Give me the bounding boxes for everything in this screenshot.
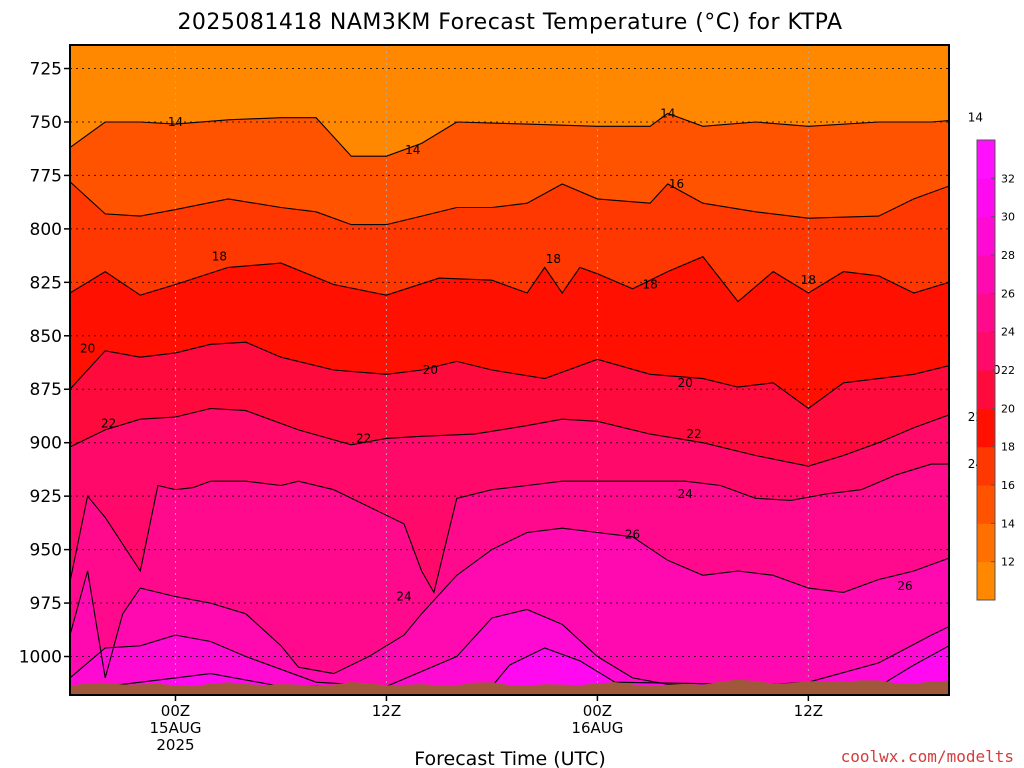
contour-line-16 (70, 181, 949, 226)
y-tick-label-975: 975 (30, 594, 62, 614)
colorbar-label-28: 28 (1001, 249, 1015, 262)
contour-label-24: 24 (678, 487, 693, 501)
fill-band-above-28 (70, 609, 949, 695)
credit-text: coolwx.com/modelts (841, 747, 1014, 766)
colorbar-swatch (977, 331, 995, 371)
x-axis-title: Forecast Time (UTC) (414, 748, 605, 768)
y-tick-label-825: 825 (30, 273, 62, 293)
contour-lines (70, 112, 949, 687)
y-tick-label-850: 850 (30, 327, 62, 347)
chart-title: 2025081418 NAM3KM Forecast Temperature (… (177, 10, 842, 35)
contour-label-20: 20 (80, 342, 95, 356)
x-tick-label-h24-0: 00Z (583, 702, 612, 720)
plot-frame (69, 44, 950, 696)
contour-line-30 (70, 645, 949, 687)
colorbar-label-22: 22 (1001, 364, 1015, 377)
colorbar-swatch (977, 216, 995, 256)
contour-label-26: 26 (897, 579, 912, 593)
contour-line-28 (70, 608, 949, 687)
contour-label-24: 24 (396, 590, 411, 604)
contour-line-14 (70, 112, 949, 157)
colorbar-label-24: 24 (1001, 326, 1015, 339)
colorbar-swatch (977, 408, 995, 448)
contour-label-22: 22 (356, 431, 371, 445)
colorbar-label-16: 16 (1001, 479, 1015, 492)
y-tick-label-875: 875 (30, 380, 62, 400)
colorbar-legend: 12 14 16 18 20 22 24 26 28 30 32 (976, 139, 1015, 601)
colorbar-label-18: 18 (1001, 441, 1015, 454)
y-tick-label-1000: 1000 (19, 648, 62, 668)
y-tick-label-800: 800 (30, 220, 62, 240)
y-tick-label-925: 925 (30, 487, 62, 507)
contour-label-14: 14 (660, 106, 675, 120)
x-tick-label-h36-0: 12Z (794, 702, 823, 720)
contour-label-14: 14 (968, 111, 983, 125)
contour-label-22: 22 (101, 416, 116, 430)
colorbar-label-20: 20 (1001, 402, 1015, 415)
surface-ground (70, 679, 949, 695)
contour-label-18: 18 (642, 277, 657, 291)
ground-fill (70, 679, 949, 695)
y-tick-label-725: 725 (30, 60, 62, 80)
colorbar-swatch (977, 370, 995, 409)
colorbar-swatch (977, 178, 995, 218)
contour-label-26: 26 (625, 528, 640, 542)
pressure-axis: 725 750 775 800 825 850 875 900 925 950 975 1000 (19, 60, 70, 668)
grid-lines (70, 45, 949, 695)
contour-labels: 1414141416181818182020202022222222242424… (80, 106, 1001, 603)
colorbar-swatch (977, 293, 995, 333)
temperature-fill-bands (70, 45, 949, 695)
x-tick-label-h0-1: 15AUG (150, 719, 202, 737)
contour-label-18: 18 (212, 250, 227, 264)
contour-label-20: 20 (678, 376, 693, 390)
y-tick-label-750: 750 (30, 113, 62, 133)
colorbar-swatch (977, 523, 995, 563)
colorbar-swatch (977, 561, 995, 601)
colorbar-label-30: 30 (1001, 211, 1015, 224)
colorbar-label-32: 32 (1001, 172, 1015, 185)
contour-label-14: 14 (168, 115, 183, 129)
y-tick-label-900: 900 (30, 434, 62, 454)
colorbar-swatch (977, 140, 995, 179)
contour-label-20: 20 (423, 363, 438, 377)
y-tick-label-775: 775 (30, 166, 62, 186)
contour-label-16: 16 (669, 177, 684, 191)
contour-line-20 (70, 341, 949, 410)
fill-band-above-26 (70, 528, 949, 695)
contour-line-26 (70, 527, 949, 679)
x-tick-label-h0-2: 2025 (156, 736, 194, 754)
colorbar-swatch (977, 485, 995, 524)
contour-label-18: 18 (546, 252, 561, 266)
colorbar-label-14: 14 (1001, 517, 1015, 530)
colorbar-label-26: 26 (1001, 287, 1015, 300)
contour-line-18 (70, 256, 949, 303)
contour-label-18: 18 (801, 273, 816, 287)
y-tick-label-950: 950 (30, 541, 62, 561)
colorbar-swatch (977, 255, 995, 294)
colorbar-swatch (977, 446, 995, 486)
x-tick-label-h0-0: 00Z (161, 702, 190, 720)
x-tick-label-h12-0: 12Z (372, 702, 401, 720)
contour-label-14: 14 (405, 143, 420, 157)
contour-line-24 (70, 463, 949, 594)
x-tick-label-h24-1: 16AUG (571, 719, 623, 737)
contour-label-22: 22 (686, 427, 701, 441)
colorbar-label-12: 12 (1001, 556, 1015, 569)
contour-line-22 (70, 407, 949, 467)
fill-band-above-30 (70, 645, 949, 695)
